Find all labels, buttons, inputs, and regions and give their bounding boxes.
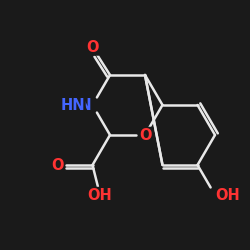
Text: OH: OH [215, 188, 240, 202]
Text: O: O [139, 128, 151, 142]
Text: O: O [86, 40, 99, 55]
Text: HN: HN [68, 98, 92, 112]
Text: HN: HN [60, 98, 85, 112]
Text: O: O [51, 158, 64, 172]
Text: OH: OH [88, 188, 112, 202]
